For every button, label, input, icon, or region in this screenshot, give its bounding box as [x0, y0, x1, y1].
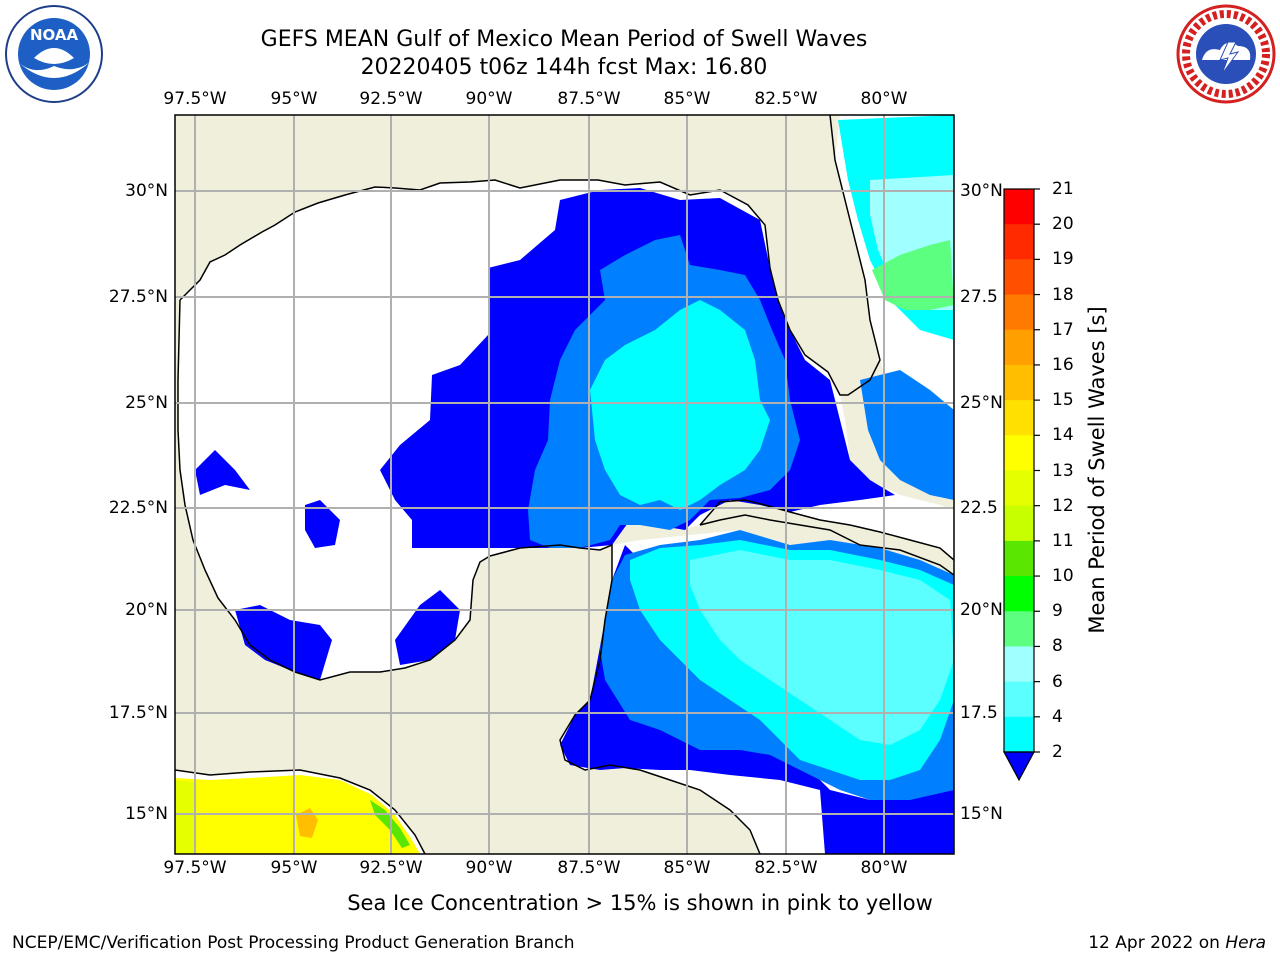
colorbar-segment [1004, 435, 1034, 471]
map-frame [174, 114, 955, 855]
date-text: 12 Apr 2022 on Hera [1088, 933, 1266, 953]
lat-tick-left: 20°N [125, 600, 168, 620]
lat-tick-right: 30°N [960, 181, 1003, 201]
colorbar-label: 20 [1052, 214, 1074, 235]
lon-tick-bottom: 90°W [465, 858, 513, 878]
chart-title: GEFS MEAN Gulf of Mexico Mean Period of … [260, 27, 868, 52]
swell-aqua [690, 550, 954, 745]
colorbar-label: 12 [1052, 495, 1074, 516]
lon-tick-bottom: 85°W [663, 858, 711, 878]
lon-tick-top: 92.5°W [359, 89, 423, 109]
host-label: Hera [1225, 933, 1266, 953]
lon-tick-bottom: 95°W [270, 858, 318, 878]
nws-logo [1176, 4, 1276, 104]
colorbar-segment [1004, 576, 1034, 612]
lat-tick-left: 22.5°N [108, 498, 168, 518]
colorbar-segment [1004, 470, 1034, 507]
lat-tick-left: 30°N [125, 181, 168, 201]
lon-tick-bottom: 97.5°W [163, 858, 227, 878]
lat-tick-left: 17.5°N [108, 703, 168, 723]
lon-tick-top: 87.5°W [557, 89, 621, 109]
lon-tick-top: 80°W [860, 89, 908, 109]
lon-tick-bottom: 82.5°W [754, 858, 818, 878]
colorbar-segment [1004, 505, 1034, 542]
swell-blue-patch [235, 605, 332, 680]
lat-tick-right: 25°N [960, 393, 1003, 413]
colorbar-label: 10 [1052, 566, 1074, 587]
lat-tick-left: 27.5°N [108, 287, 168, 307]
colorbar-label: 18 [1052, 284, 1074, 305]
map-panel [175, 115, 954, 854]
colorbar-segment [1004, 611, 1034, 647]
sea-ice-note: Sea Ice Concentration > 15% is shown in … [347, 891, 933, 915]
lon-tick-top: 85°W [663, 89, 711, 109]
lat-tick-left: 15°N [125, 804, 168, 824]
colorbar-label: 17 [1052, 319, 1074, 340]
colorbar-label: 15 [1052, 390, 1074, 411]
colorbar-extend-triangle [1002, 751, 1036, 782]
colorbar-label: 14 [1052, 425, 1074, 446]
swell-blue-patch [395, 590, 460, 665]
chart-subtitle: 20220405 t06z 144h fcst Max: 16.80 [360, 55, 768, 80]
lat-tick-left: 25°N [125, 393, 168, 413]
swell-blue-patch [195, 450, 250, 495]
lon-tick-bottom: 92.5°W [359, 858, 423, 878]
colorbar-segment [1004, 259, 1034, 296]
colorbar-segment [1004, 681, 1034, 718]
colorbar-label: 8 [1052, 636, 1063, 657]
lon-tick-bottom: 87.5°W [557, 858, 621, 878]
lat-tick-right: 15°N [960, 804, 1003, 824]
swell-blue-patch [305, 500, 340, 548]
colorbar-label: 13 [1052, 460, 1074, 481]
noaa-logo-text: NOAA [30, 26, 79, 44]
colorbar-segment [1004, 294, 1034, 331]
colorbar-segment [1004, 400, 1034, 436]
colorbar-label: 2 [1052, 742, 1063, 762]
colorbar-label: 11 [1052, 530, 1074, 551]
colorbar-label: 9 [1052, 601, 1063, 622]
colorbar-label: 4 [1052, 706, 1063, 727]
lon-tick-bottom: 80°W [860, 858, 908, 878]
colorbar-label: 21 [1052, 179, 1074, 199]
colorbar-label: 19 [1052, 249, 1074, 270]
lon-tick-top: 90°W [465, 89, 513, 109]
swell-orange [296, 808, 318, 838]
noaa-logo: NOAA [5, 5, 103, 103]
colorbar-segment [1004, 224, 1034, 260]
lat-tick-right: 17.5 [960, 703, 998, 723]
swell-cyan [590, 300, 770, 510]
swell-green [872, 240, 954, 310]
date-label: 12 Apr 2022 on [1088, 933, 1226, 953]
lon-tick-top: 97.5°W [163, 89, 227, 109]
colorbar-label: 16 [1052, 354, 1074, 375]
lat-tick-right: 22.5 [960, 498, 998, 518]
colorbar-segment [1004, 646, 1034, 683]
colorbar [1002, 188, 1040, 782]
lon-tick-top: 82.5°W [754, 89, 818, 109]
colorbar-segment [1004, 364, 1034, 401]
colorbar-title: Mean Period of Swell Waves [s] [1085, 306, 1109, 634]
colorbar-segment [1004, 540, 1034, 577]
graticule [175, 115, 954, 854]
lat-tick-right: 27.5 [960, 287, 998, 307]
credit-text: NCEP/EMC/Verification Post Processing Pr… [12, 933, 575, 953]
colorbar-segment [1004, 329, 1034, 366]
colorbar-segment [1004, 716, 1034, 753]
lon-tick-top: 95°W [270, 89, 318, 109]
swell-yellow-green [175, 780, 195, 854]
colorbar-label: 6 [1052, 671, 1063, 692]
colorbar-segment [1004, 189, 1034, 225]
lat-tick-right: 20°N [960, 600, 1003, 620]
